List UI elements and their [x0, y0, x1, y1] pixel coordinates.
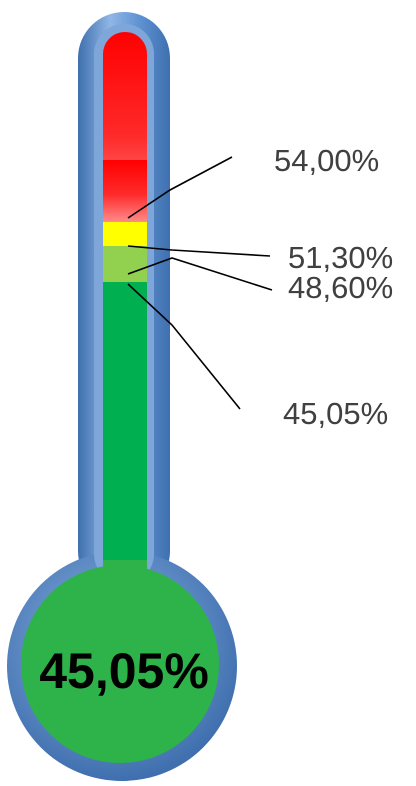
bulb-neck	[103, 560, 147, 600]
bulb	[21, 565, 219, 763]
leader-line-45	[127, 283, 241, 410]
leader-line-51	[127, 245, 271, 257]
label-45: 45,05%	[283, 396, 388, 431]
band-red-bottom	[103, 160, 147, 222]
current-value: 45,05%	[39, 643, 209, 699]
leader-lines	[127, 156, 273, 410]
leader-line-48	[127, 257, 273, 291]
band-light-green	[103, 246, 147, 282]
band-green	[103, 282, 147, 592]
tube-bands	[103, 32, 147, 592]
label-51: 51,30%	[288, 240, 393, 275]
label-54: 54,00%	[274, 143, 379, 178]
label-48: 48,60%	[288, 270, 393, 305]
leader-line-54	[127, 156, 233, 219]
threshold-labels: 54,00% 51,30% 48,60% 45,05%	[274, 143, 393, 431]
